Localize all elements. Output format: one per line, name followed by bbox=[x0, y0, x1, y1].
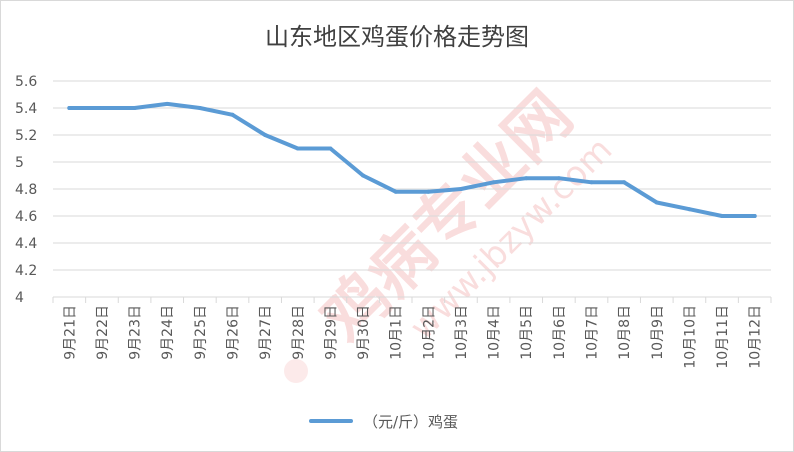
data-point bbox=[393, 189, 398, 194]
y-tick-label: 5.6 bbox=[15, 74, 37, 90]
x-tick-label: 9月26日 bbox=[226, 305, 242, 360]
data-point bbox=[295, 146, 300, 151]
x-tick-label: 9月22日 bbox=[95, 305, 111, 360]
data-point bbox=[361, 173, 366, 178]
y-tick-label: 4.8 bbox=[15, 182, 37, 198]
x-tick-label: 10月9日 bbox=[650, 305, 666, 360]
data-point bbox=[458, 187, 463, 191]
data-point bbox=[687, 207, 692, 212]
x-tick-label: 10月12日 bbox=[748, 305, 764, 369]
x-tick-label: 9月30日 bbox=[356, 305, 372, 360]
y-tick-label: 5.2 bbox=[15, 128, 37, 144]
legend-label: （元/斤）鸡蛋 bbox=[363, 412, 459, 431]
data-point bbox=[622, 180, 627, 185]
legend-swatch bbox=[309, 419, 353, 423]
x-tick-label: 9月28日 bbox=[291, 305, 307, 360]
data-point bbox=[556, 176, 561, 181]
x-tick-label: 9月29日 bbox=[323, 305, 339, 360]
x-tick-label: 9月27日 bbox=[258, 305, 274, 360]
x-tick-label: 9月21日 bbox=[62, 305, 78, 360]
x-tick-label: 10月2日 bbox=[421, 305, 437, 360]
x-tick-label: 9月23日 bbox=[128, 305, 144, 360]
x-tick-label: 10月11日 bbox=[715, 305, 731, 369]
series-line bbox=[67, 101, 757, 218]
x-tick-label: 10月1日 bbox=[389, 305, 405, 360]
y-tick-label: 5 bbox=[15, 155, 24, 171]
x-tick-label: 9月25日 bbox=[193, 305, 209, 360]
data-point bbox=[67, 106, 72, 110]
y-tick-label: 4.2 bbox=[15, 263, 37, 279]
data-point bbox=[197, 106, 202, 110]
data-point bbox=[132, 106, 137, 110]
data-point bbox=[328, 146, 333, 151]
data-point bbox=[720, 214, 725, 218]
data-point bbox=[752, 214, 757, 218]
x-tick-label: 10月4日 bbox=[487, 305, 503, 360]
data-point bbox=[426, 189, 431, 194]
x-tick-label: 10月5日 bbox=[519, 305, 535, 360]
x-tick-label: 10月7日 bbox=[585, 305, 601, 360]
y-tick-label: 4 bbox=[15, 290, 24, 306]
y-tick-label: 5.4 bbox=[15, 101, 37, 117]
y-tick-label: 4.6 bbox=[15, 209, 37, 225]
data-point bbox=[230, 112, 235, 117]
x-tick-label: 10月6日 bbox=[552, 305, 568, 360]
chart-title: 山东地区鸡蛋价格走势图 bbox=[265, 23, 529, 51]
data-point bbox=[491, 180, 496, 185]
data-point bbox=[99, 106, 104, 110]
data-point bbox=[589, 180, 594, 185]
x-tick-label: 10月3日 bbox=[454, 305, 470, 360]
data-point bbox=[654, 200, 659, 205]
data-point bbox=[524, 176, 529, 181]
x-tick-label: 9月24日 bbox=[160, 305, 176, 360]
data-point bbox=[263, 133, 268, 137]
data-point bbox=[165, 101, 170, 106]
x-tick-label: 10月10日 bbox=[682, 305, 698, 369]
legend: （元/斤）鸡蛋 bbox=[309, 409, 458, 433]
x-tick-label: 10月8日 bbox=[617, 305, 633, 360]
y-tick-label: 4.4 bbox=[15, 236, 37, 252]
